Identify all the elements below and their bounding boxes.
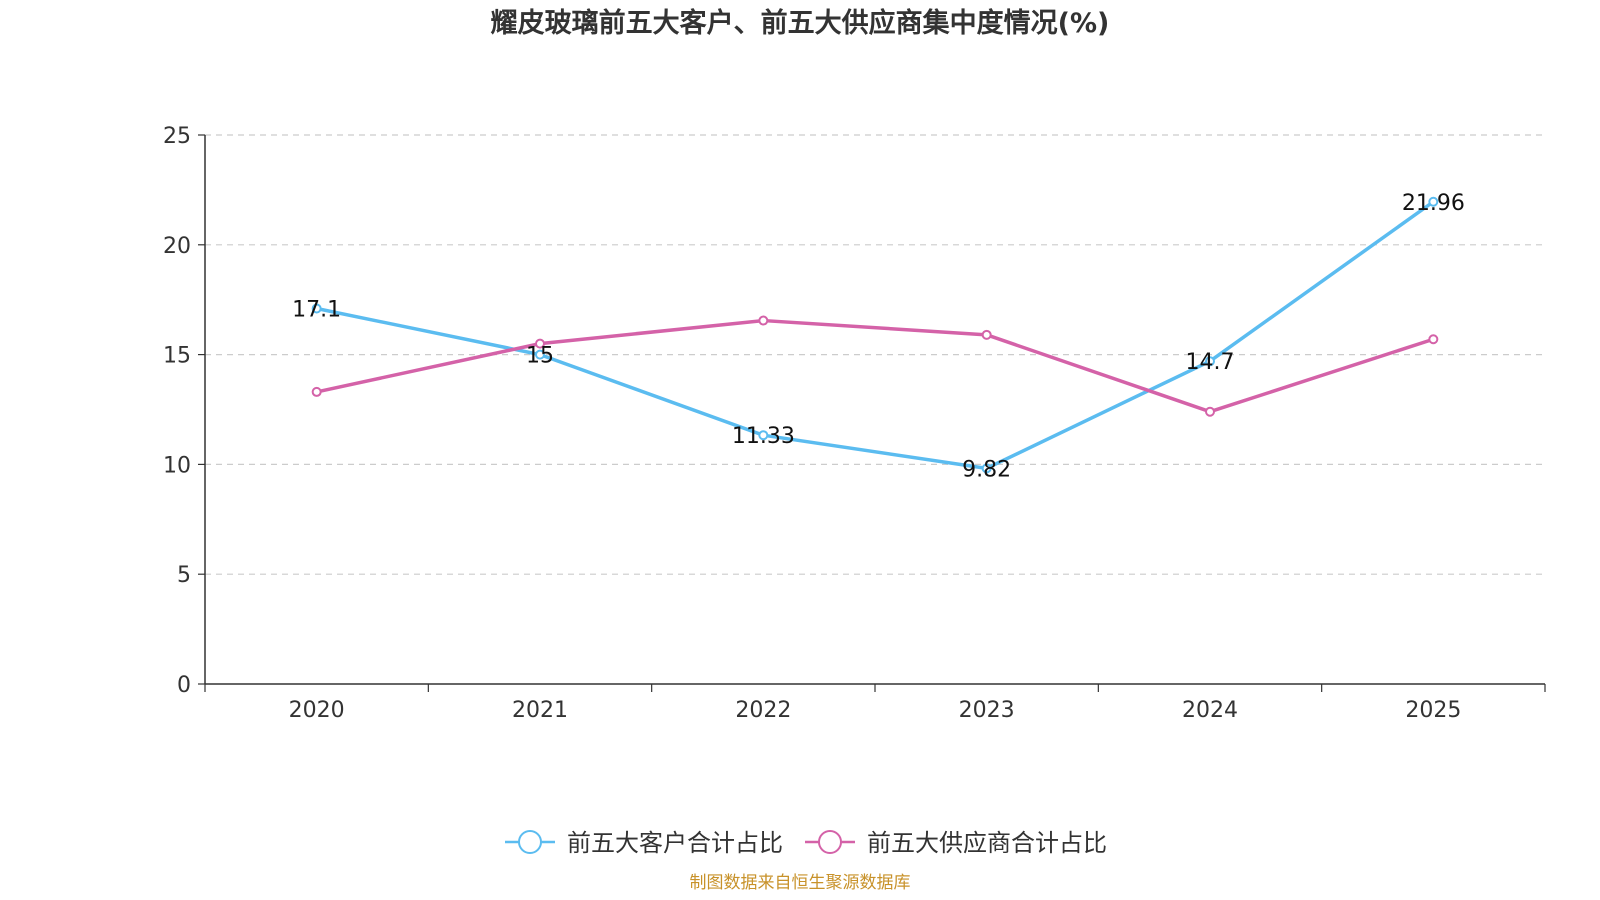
legend-label[interactable]: 前五大客户合计占比 bbox=[567, 829, 783, 857]
x-tick-label: 2020 bbox=[289, 698, 345, 723]
data-label: 21.96 bbox=[1402, 191, 1465, 216]
chart-title: 耀皮玻璃前五大客户、前五大供应商集中度情况(%) bbox=[491, 7, 1110, 39]
data-label: 17.1 bbox=[292, 297, 341, 322]
x-tick-label: 2024 bbox=[1182, 698, 1238, 723]
data-point[interactable] bbox=[311, 386, 322, 397]
y-tick-label: 0 bbox=[177, 673, 191, 698]
series-line-1 bbox=[316, 200, 1435, 471]
data-point[interactable] bbox=[758, 315, 769, 326]
data-label: 15 bbox=[526, 344, 554, 369]
y-tick-label: 15 bbox=[163, 344, 191, 369]
legend-marker-icon bbox=[518, 830, 542, 854]
gridlines bbox=[205, 134, 1545, 575]
series-layer bbox=[311, 196, 1439, 474]
data-point[interactable] bbox=[1205, 406, 1215, 417]
data-point[interactable] bbox=[311, 303, 322, 314]
data-labels: 17.1 15 11.33 9.82 14.7 21.96 bbox=[292, 191, 1465, 483]
legend[interactable]: 前五大客户合计占比 前五大供应商合计占比 bbox=[505, 829, 1107, 857]
data-point[interactable] bbox=[758, 430, 769, 441]
x-tick-label: 2021 bbox=[512, 698, 568, 723]
y-tick-label: 5 bbox=[177, 563, 191, 588]
data-point[interactable] bbox=[981, 463, 992, 474]
data-point[interactable] bbox=[535, 349, 545, 360]
legend-label[interactable]: 前五大供应商合计占比 bbox=[867, 829, 1107, 857]
x-tick-label: 2022 bbox=[735, 698, 791, 723]
data-point[interactable] bbox=[981, 329, 992, 340]
data-point[interactable] bbox=[535, 338, 545, 349]
y-tick-label: 10 bbox=[163, 453, 191, 478]
data-label: 9.82 bbox=[962, 457, 1011, 482]
data-point[interactable] bbox=[1428, 196, 1439, 207]
source-note: 制图数据来自恒生聚源数据库 bbox=[690, 873, 911, 893]
data-point[interactable] bbox=[1428, 334, 1439, 345]
y-tick-label: 25 bbox=[163, 124, 191, 149]
x-tick-label: 2025 bbox=[1405, 698, 1461, 723]
x-tick-label: 2023 bbox=[959, 698, 1015, 723]
data-label: 14.7 bbox=[1186, 350, 1235, 375]
y-tick-label: 20 bbox=[163, 234, 191, 259]
series-line-2 bbox=[316, 318, 1434, 414]
data-point[interactable] bbox=[1205, 356, 1215, 367]
data-label: 11.33 bbox=[732, 424, 795, 449]
legend-marker-icon bbox=[818, 830, 842, 854]
